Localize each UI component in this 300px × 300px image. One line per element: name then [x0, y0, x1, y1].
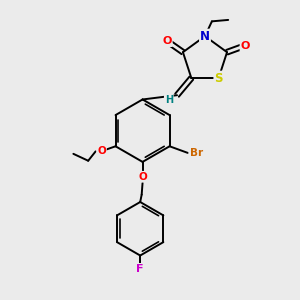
Text: O: O	[162, 36, 172, 46]
Text: O: O	[97, 146, 106, 156]
Text: N: N	[200, 30, 210, 43]
Text: H: H	[165, 95, 173, 105]
Text: F: F	[136, 264, 144, 274]
Text: Br: Br	[190, 148, 202, 158]
Text: S: S	[214, 72, 223, 85]
Text: O: O	[138, 172, 147, 182]
Text: O: O	[241, 40, 250, 51]
